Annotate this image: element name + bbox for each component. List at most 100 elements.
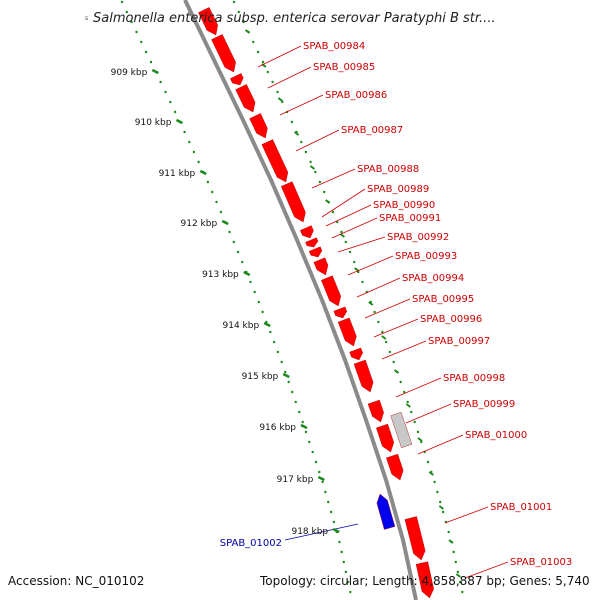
scale-label: 915 kbp <box>242 372 279 382</box>
gene-arrow <box>230 73 244 86</box>
gene-label-spab_00987[interactable]: SPAB_00987 <box>341 125 403 136</box>
gene-arrow <box>300 225 314 239</box>
outer-track-dot <box>261 60 265 64</box>
outer-tick-mark <box>448 539 454 544</box>
gene-label-spab_00996[interactable]: SPAB_00996 <box>420 314 482 325</box>
inner-track-dot <box>314 460 318 464</box>
outer-track-dot <box>271 80 274 84</box>
gene-arrow <box>261 139 289 183</box>
outer-tick-mark <box>455 573 461 578</box>
gene-arrow <box>337 317 357 347</box>
inner-track-dot <box>332 520 336 524</box>
gene-arrow <box>349 347 363 361</box>
label-connector <box>311 168 356 189</box>
inner-track-dot <box>284 370 287 374</box>
scale-label: 909 kbp <box>111 68 148 78</box>
outer-tick-mark <box>244 29 251 34</box>
scale-tick-mark <box>221 219 229 226</box>
gene-label-spab_00988[interactable]: SPAB_00988 <box>357 164 419 175</box>
inner-track-dot <box>276 350 280 354</box>
gene-labels: SPAB_00984 SPAB_00985 SPAB_00986 SPAB_00987… <box>220 41 573 568</box>
outer-track-dot <box>452 550 455 554</box>
outer-track-dot <box>456 570 460 574</box>
scale-label: 913 kbp <box>202 270 239 280</box>
gene-label-spab_00985[interactable]: SPAB_00985 <box>313 62 375 73</box>
gene-label-spab_00986[interactable]: SPAB_00986 <box>325 90 387 101</box>
backbone-line <box>183 0 418 600</box>
gene-label-spab_00989[interactable]: SPAB_00989 <box>367 184 429 195</box>
gene-label-spab_00997[interactable]: SPAB_00997 <box>428 336 490 347</box>
gene-label-spab_00984[interactable]: SPAB_00984 <box>303 41 365 52</box>
inner-track-dot <box>159 80 162 84</box>
inner-track-dot <box>183 130 186 134</box>
gene-arrow <box>333 306 348 319</box>
inner-track-dot <box>215 200 218 204</box>
scale-tick-mark <box>175 118 184 125</box>
inner-track-dot <box>236 250 240 254</box>
outer-track-dot <box>323 190 326 194</box>
outer-track-dot <box>318 180 322 184</box>
map-title: Salmonella enterica subsp. enterica sero… <box>93 11 496 26</box>
outer-track-dot <box>304 150 308 154</box>
outer-track-dot <box>344 240 347 244</box>
gene-arrow <box>367 399 384 423</box>
gene-arrow <box>404 516 426 561</box>
gene-label-spab_00992[interactable]: SPAB_00992 <box>387 232 449 243</box>
outer-track-dot <box>426 460 430 464</box>
scale-tick-mark <box>151 68 159 75</box>
label-connector <box>373 318 419 338</box>
outer-track-dot <box>377 320 380 324</box>
inner-track-dot <box>327 500 330 504</box>
inner-track-dot <box>346 580 350 584</box>
label-connector <box>325 204 372 227</box>
outer-tick-mark <box>393 369 400 374</box>
inner-track-dot <box>329 510 333 514</box>
gene-label-spab_00995[interactable]: SPAB_00995 <box>412 294 474 305</box>
genome-summary-text: Topology: circular; Length: 4,858,887 bp… <box>260 574 590 588</box>
label-connector <box>284 523 359 541</box>
scale-tick-mark <box>300 423 308 430</box>
gene-label-spab_00999[interactable]: SPAB_00999 <box>453 399 515 410</box>
label-connector <box>279 94 324 116</box>
inner-track-dot <box>149 60 153 64</box>
gene-features <box>198 7 434 599</box>
inner-track-dot <box>120 0 124 4</box>
label-connector <box>444 506 489 524</box>
inner-track-dot <box>349 590 352 594</box>
gene-arrow <box>280 181 306 223</box>
outer-tick-mark <box>438 505 444 510</box>
gene-label-spab_00993[interactable]: SPAB_00993 <box>395 251 457 262</box>
inner-track-dot <box>324 490 327 494</box>
gene-label-spab_01003[interactable]: SPAB_01003 <box>510 557 572 568</box>
outer-track-dot <box>353 260 356 264</box>
gene-label-spab_00991[interactable]: SPAB_00991 <box>379 213 441 224</box>
label-connector <box>257 45 302 68</box>
scale-labels: 909 kbp 910 kbp 911 kbp 912 kbp 913 kbp 914 k… <box>111 68 340 537</box>
scale-label: 914 kbp <box>223 321 260 331</box>
gene-label-spab_01002[interactable]: SPAB_01002 <box>220 538 282 549</box>
outer-track-dot <box>439 500 442 504</box>
outer-tick-mark <box>325 199 331 204</box>
scale-tick-mark <box>243 270 251 277</box>
inner-track-dot <box>291 390 294 394</box>
inner-track-dot <box>318 470 321 474</box>
label-connector <box>395 377 442 398</box>
inner-track-dot <box>301 420 304 424</box>
outer-track-dot <box>436 490 439 494</box>
gene-arrow <box>235 84 256 113</box>
inner-track-dot <box>228 230 231 234</box>
gene-label-spab_00998[interactable]: SPAB_00998 <box>443 373 505 384</box>
scale-label: 917 kbp <box>277 475 314 485</box>
gene-arrow <box>249 113 268 139</box>
gene-label-spab_00990[interactable]: SPAB_00990 <box>373 200 435 211</box>
gene-label-spab_01001[interactable]: SPAB_01001 <box>490 502 552 513</box>
inner-track-dot <box>269 330 272 334</box>
outer-track-dot <box>373 310 376 314</box>
gene-label-spab_01000[interactable]: SPAB_01000 <box>465 430 527 441</box>
outer-track-dot <box>290 120 294 124</box>
gene-label-spab_00994[interactable]: SPAB_00994 <box>402 273 464 284</box>
outer-track-dot <box>300 140 303 144</box>
inner-track-dot <box>206 180 210 184</box>
inner-track-dot <box>308 440 311 444</box>
inner-track-dot <box>298 410 301 414</box>
